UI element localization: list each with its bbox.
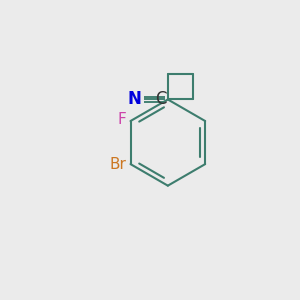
Text: C: C <box>155 91 167 109</box>
Text: F: F <box>117 112 126 127</box>
Text: Br: Br <box>109 157 126 172</box>
Text: N: N <box>127 91 141 109</box>
